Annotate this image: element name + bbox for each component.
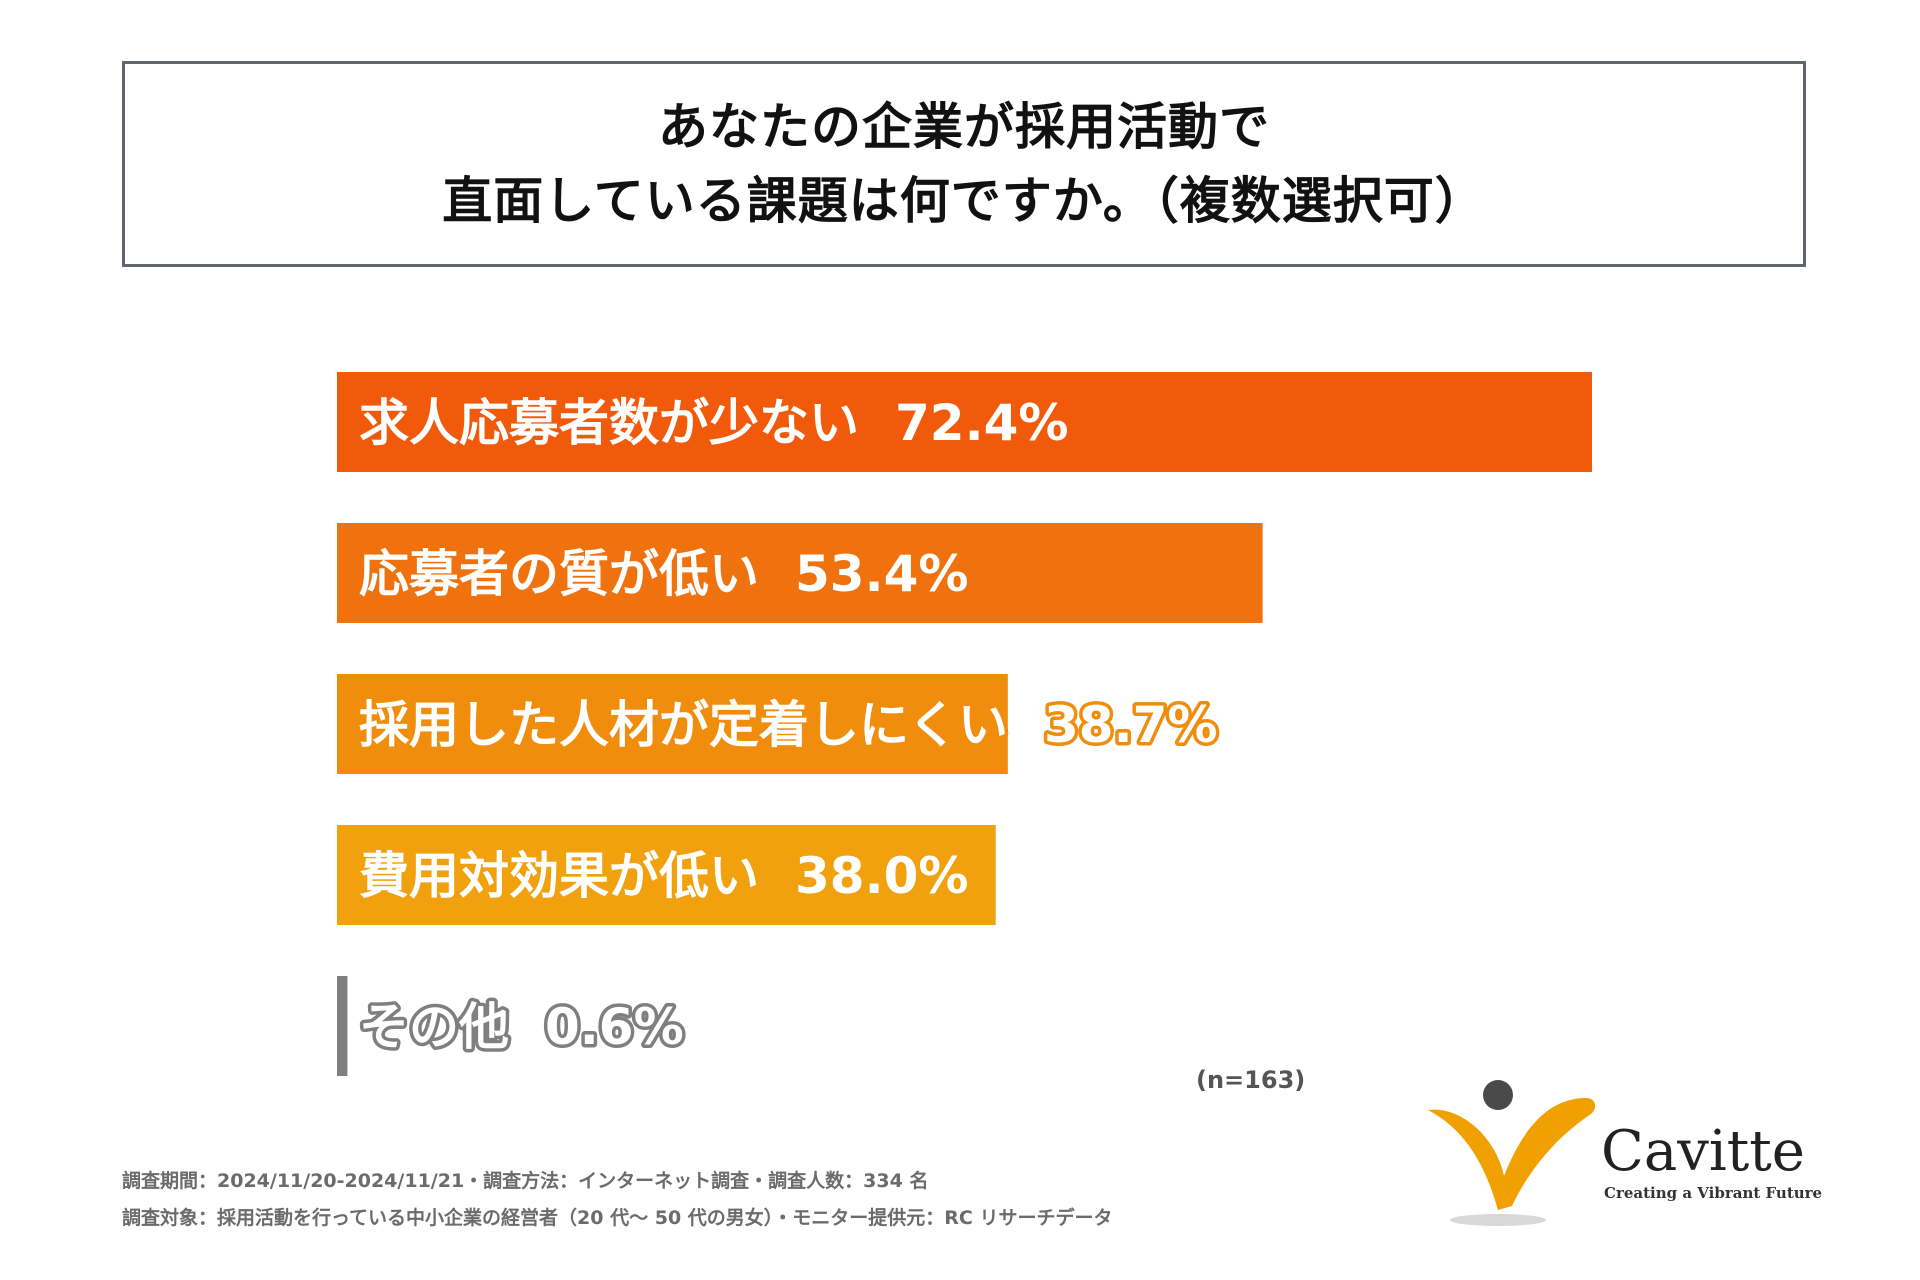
bar-category-2: 応募者の質が低い bbox=[359, 545, 759, 603]
logo-wordmark: Cavitte bbox=[1601, 1119, 1805, 1184]
survey-footnote-2: 調査対象：採用活動を行っている中小企業の経営者（20 代～ 50 代の男女）・モ… bbox=[122, 1207, 1113, 1229]
bar-label-2: 応募者の質が低い 53.4% bbox=[359, 545, 968, 603]
bar-label-5: その他 0.6% bbox=[359, 998, 684, 1056]
sample-size: (n=163) bbox=[1196, 1066, 1306, 1094]
cavitte-logo: Cavitte Creating a Vibrant Future bbox=[1426, 1080, 1826, 1230]
bar-value-1: 72.4% bbox=[895, 394, 1068, 452]
bar-category-1: 求人応募者数が少ない bbox=[359, 394, 859, 452]
bar-category-5: その他 bbox=[359, 998, 509, 1056]
bar-category-4: 費用対効果が低い bbox=[359, 847, 759, 905]
bar-chart: 求人応募者数が少ない 72.4% 応募者の質が低い 53.4% 採用した人材が定着しにく… bbox=[337, 372, 1592, 1076]
bar-label-3: 採用した人材が定着しにくい 38.7% bbox=[359, 696, 1217, 754]
bar-value-3: 38.7% bbox=[1044, 696, 1217, 754]
survey-footnote-1: 調査期間：2024/11/20-2024/11/21・調査方法：インターネット調… bbox=[122, 1170, 929, 1192]
bar-1 bbox=[337, 372, 1592, 472]
logo-tagline: Creating a Vibrant Future bbox=[1604, 1184, 1823, 1202]
title-box: あなたの企業が採用活動で 直面している課題は何ですか。（複数選択可） bbox=[122, 61, 1806, 267]
bar-2 bbox=[337, 523, 1263, 623]
bar-value-5: 0.6% bbox=[545, 998, 684, 1056]
bar-label-4: 費用対効果が低い 38.0% bbox=[359, 847, 968, 905]
logo-mark-icon bbox=[1428, 1080, 1596, 1226]
bar-label-1: 求人応募者数が少ない 72.4% bbox=[359, 394, 1068, 452]
chart-title-line-2: 直面している課題は何ですか。（複数選択可） bbox=[442, 172, 1486, 230]
chart-title-line-1: あなたの企業が採用活動で bbox=[658, 98, 1270, 156]
bar-3 bbox=[337, 674, 1008, 774]
bar-category-3: 採用した人材が定着しにくい bbox=[359, 696, 1008, 754]
bar-4 bbox=[337, 825, 996, 925]
bar-value-2: 53.4% bbox=[795, 545, 968, 603]
bar-5 bbox=[337, 976, 348, 1076]
bar-value-4: 38.0% bbox=[795, 847, 968, 905]
